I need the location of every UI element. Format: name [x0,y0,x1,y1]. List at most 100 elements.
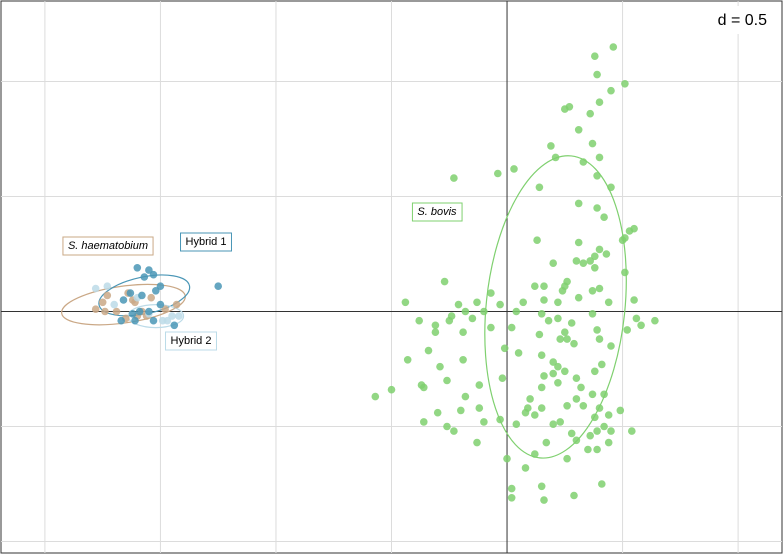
point-s-bovis [542,438,551,447]
point-hybrid-1 [145,307,153,316]
point-s-bovis [537,482,546,491]
label-box-s-haematobium [62,236,154,256]
point-s-bovis [551,153,560,162]
point-s-bovis [588,287,597,295]
point-hybrid-1 [140,273,149,281]
point-s-bovis [443,376,451,385]
point-s-bovis [417,381,426,389]
point-s-bovis [533,236,541,244]
point-s-bovis [586,257,594,265]
group-ellipses [61,155,627,459]
point-s-bovis [461,392,470,401]
point-s-bovis [537,310,546,318]
point-s-bovis [588,139,597,148]
point-s-haematobium [112,307,121,316]
point-hybrid-1 [128,310,137,318]
point-s-bovis [549,358,557,366]
point-hybrid-1 [152,287,160,295]
point-hybrid-1 [156,300,165,309]
point-s-bovis [371,392,380,401]
point-s-bovis [431,321,440,330]
point-s-bovis [535,183,544,192]
point-s-bovis [600,213,608,221]
point-s-bovis [454,300,463,309]
point-s-bovis [591,264,599,272]
point-s-bovis [540,282,548,291]
point-s-bovis [500,344,509,353]
point-s-bovis [512,307,521,316]
point-s-bovis [593,427,601,435]
point-s-bovis [498,374,507,383]
point-s-bovis [431,328,440,337]
point-s-bovis [598,360,606,369]
point-hybrid-2 [175,312,183,320]
point-s-bovis [544,316,553,325]
point-s-bovis [531,450,539,458]
point-s-bovis [540,296,548,304]
point-s-bovis [628,427,636,435]
point-s-bovis [593,172,601,180]
point-s-bovis [574,126,583,134]
point-s-bovis [595,404,604,412]
point-s-bovis [572,257,581,265]
point-s-bovis [574,293,583,302]
point-s-bovis [572,374,581,383]
point-s-bovis [602,250,611,258]
point-s-bovis [447,312,456,320]
point-s-bovis [473,298,481,307]
point-hybrid-1 [135,307,144,316]
point-s-bovis [556,335,564,343]
point-hybrid-1 [131,316,139,325]
point-hybrid-1 [156,282,165,291]
point-s-bovis [621,80,629,88]
point-s-bovis [401,298,410,307]
point-s-bovis [604,438,613,447]
point-s-bovis [563,335,571,343]
point-s-bovis [591,413,599,422]
point-s-bovis [609,43,618,51]
point-s-bovis [549,369,557,378]
point-s-bovis [531,282,539,291]
point-s-bovis [459,356,467,364]
point-hybrid-1 [145,266,153,274]
ellipse-s-bovis [484,155,627,459]
point-s-bovis [526,395,534,403]
point-s-bovis [480,418,488,426]
point-s-bovis [593,204,601,212]
point-s-bovis [595,98,604,106]
point-s-bovis [579,259,588,268]
point-s-bovis [494,169,502,178]
point-s-bovis [598,480,606,488]
point-s-bovis [450,427,458,435]
point-s-bovis [623,326,631,334]
point-s-bovis [625,227,634,235]
point-s-bovis [570,339,578,348]
point-s-bovis [600,390,608,399]
point-hybrid-1 [149,270,158,279]
point-hybrid-2 [110,300,118,309]
point-s-bovis [512,420,521,429]
point-hybrid-2 [168,312,176,320]
group-labels: S. haematobium Hybrid 1 Hybrid 2 S. bovis [62,202,463,351]
point-hybrid-2 [103,282,112,291]
point-s-bovis [459,328,467,337]
point-s-bovis [607,86,615,95]
point-s-bovis [586,109,594,118]
point-s-bovis [554,379,562,387]
label-text-hybrid-2: Hybrid 2 [171,335,212,347]
point-s-bovis [595,284,604,293]
point-hybrid-1 [214,282,222,291]
point-s-bovis [570,491,578,500]
point-s-bovis [584,445,592,454]
label-box-s-bovis [411,202,463,222]
point-s-bovis [574,199,583,208]
point-hybrid-1 [133,264,142,272]
point-s-bovis [632,314,641,323]
point-s-bovis [531,411,539,419]
point-s-bovis [621,234,629,242]
point-s-bovis [630,296,638,304]
point-s-haematobium [161,305,169,314]
point-s-bovis [415,316,424,325]
point-s-bovis [514,349,523,357]
